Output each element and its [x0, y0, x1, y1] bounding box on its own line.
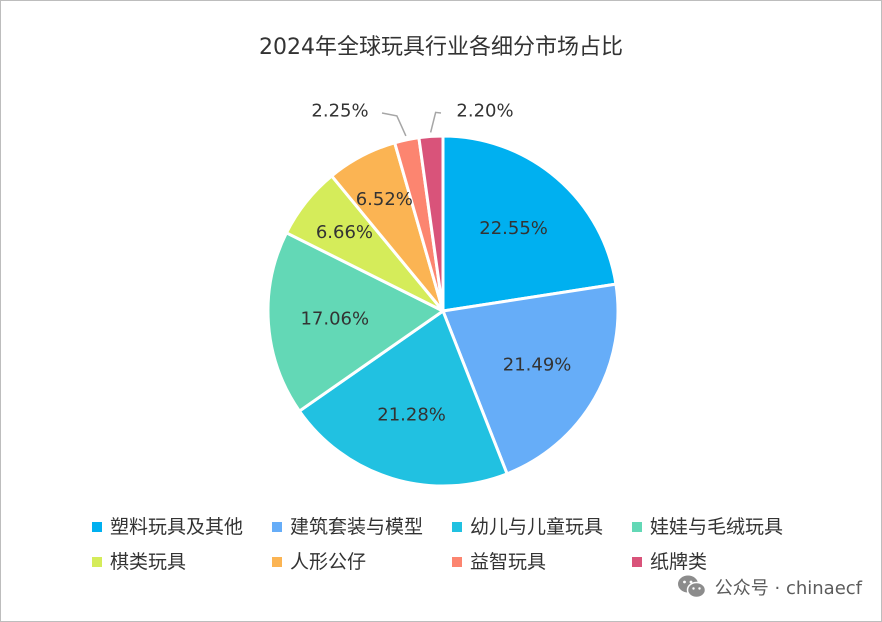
- leader-line-7: [381, 112, 407, 137]
- legend-label: 娃娃与毛绒玩具: [650, 516, 783, 538]
- legend-item-8: 纸牌类: [632, 551, 707, 573]
- legend-item-1: 塑料玩具及其他: [92, 516, 243, 538]
- legend-label: 人形公仔: [290, 551, 366, 573]
- pie-slice-1: [441, 134, 618, 313]
- pie-slice-3: [297, 309, 509, 488]
- pie-slice-8: [417, 134, 445, 313]
- leader-lines: [381, 111, 442, 137]
- legend-label: 建筑套装与模型: [290, 516, 423, 538]
- legend-swatch: [92, 557, 102, 567]
- legend-swatch: [452, 557, 462, 567]
- slice-label-4: 17.06%: [300, 308, 369, 329]
- legend-label: 棋类玩具: [110, 551, 186, 573]
- watermark-text: 公众号 · chinaecf: [714, 578, 862, 599]
- legend-swatch: [632, 522, 642, 532]
- slice-label-5: 6.66%: [316, 222, 373, 243]
- watermark: 公众号 · chinaecf: [677, 572, 862, 602]
- legend-label: 益智玩具: [470, 551, 546, 573]
- chart-title: 2024年全球玩具行业各细分市场占比: [259, 35, 623, 60]
- legend-swatch: [272, 557, 282, 567]
- legend-item-7: 益智玩具: [452, 551, 546, 573]
- slice-label-6: 6.52%: [356, 189, 413, 210]
- legend-label: 幼儿与儿童玩具: [470, 516, 603, 538]
- legend-item-5: 棋类玩具: [92, 551, 186, 573]
- legend-label: 塑料玩具及其他: [110, 516, 243, 538]
- slice-label-8: 2.20%: [456, 101, 513, 122]
- pie-slice-4: [266, 231, 445, 413]
- leader-line-8: [429, 111, 442, 133]
- legend-item-6: 人形公仔: [272, 551, 366, 573]
- slice-label-1: 22.55%: [479, 218, 548, 239]
- wechat-icon: [677, 575, 707, 599]
- legend-swatch: [632, 557, 642, 567]
- slice-label-2: 21.49%: [503, 355, 572, 376]
- legend-label: 纸牌类: [650, 551, 707, 573]
- legend-item-3: 幼儿与儿童玩具: [452, 516, 603, 538]
- pie-slices: [266, 134, 620, 488]
- slice-label-3: 21.28%: [377, 404, 446, 425]
- legend-swatch: [92, 522, 102, 532]
- legend-swatch: [452, 522, 462, 532]
- slice-labels: 22.55% 21.49% 21.28% 17.06% 6.66% 6.52% 2.25% 2…: [300, 101, 571, 426]
- pie-slice-2: [441, 282, 620, 476]
- legend-swatch: [272, 522, 282, 532]
- legend-item-2: 建筑套装与模型: [272, 516, 423, 538]
- slice-label-7: 2.25%: [311, 101, 368, 122]
- legend-item-4: 娃娃与毛绒玩具: [632, 516, 783, 538]
